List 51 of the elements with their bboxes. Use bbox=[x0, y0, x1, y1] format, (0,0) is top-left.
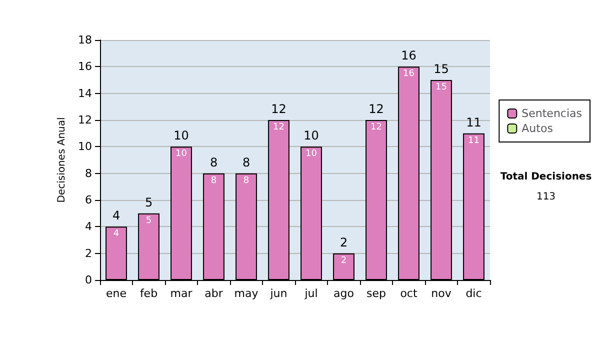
data-label: 10 bbox=[176, 149, 188, 160]
data-label: 11 bbox=[468, 136, 480, 146]
data-label: 5 bbox=[146, 216, 152, 226]
x-tick-label: jul bbox=[304, 287, 318, 300]
legend-label: Sentencias bbox=[522, 107, 582, 120]
total-label: 15 bbox=[434, 62, 449, 76]
data-label: 12 bbox=[273, 122, 284, 132]
total-label: 12 bbox=[271, 102, 286, 116]
y-tick-label: 14 bbox=[78, 86, 92, 100]
total-label: 2 bbox=[340, 235, 348, 250]
x-tick-label: nov bbox=[431, 287, 452, 300]
data-label: 8 bbox=[243, 176, 250, 186]
y-tick-label: 12 bbox=[78, 114, 92, 126]
legend-label: Autos bbox=[522, 122, 554, 135]
y-tick-label: 16 bbox=[78, 60, 92, 74]
x-tick-label: ago bbox=[334, 287, 354, 300]
total-label: 16 bbox=[401, 48, 416, 63]
x-tick-label: abr bbox=[204, 287, 224, 300]
y-tick-label: 18 bbox=[78, 34, 92, 46]
x-tick-label: may bbox=[234, 287, 259, 300]
data-label: 16 bbox=[403, 69, 415, 80]
y-tick-label: 0 bbox=[85, 274, 92, 286]
y-tick-label: 10 bbox=[78, 140, 92, 154]
x-tick-label: oct bbox=[400, 287, 418, 300]
y-tick-label: 4 bbox=[85, 220, 92, 234]
x-tick-label: feb bbox=[140, 287, 158, 300]
data-label: 8 bbox=[210, 176, 217, 186]
x-tick-label: mar bbox=[170, 287, 193, 300]
y-tick-label: 2 bbox=[85, 246, 92, 260]
total-label: 5 bbox=[144, 195, 153, 210]
data-label: 2 bbox=[340, 256, 347, 266]
x-tick-label: dic bbox=[466, 287, 482, 300]
text: 113 bbox=[536, 192, 556, 202]
total-label: 10 bbox=[174, 128, 189, 143]
total-label: 4 bbox=[112, 208, 120, 223]
data-label: 10 bbox=[306, 149, 318, 160]
y-axis-title: Decisiones Anual bbox=[56, 117, 68, 203]
data-label: 12 bbox=[370, 122, 382, 132]
total-label: 11 bbox=[466, 115, 482, 130]
total-label: 12 bbox=[368, 102, 384, 116]
text: Total Decisiones bbox=[500, 172, 592, 182]
total-label: 8 bbox=[210, 155, 218, 170]
data-label: 4 bbox=[113, 229, 120, 240]
x-tick-label: ene bbox=[106, 287, 127, 300]
y-tick-label: 6 bbox=[85, 194, 92, 206]
x-tick-label: sep bbox=[366, 287, 386, 300]
total-label: 10 bbox=[304, 128, 319, 143]
data-label: 15 bbox=[436, 82, 447, 92]
total-label: 8 bbox=[242, 155, 250, 170]
x-tick-label: jun bbox=[269, 287, 288, 300]
y-tick-label: 8 bbox=[85, 166, 92, 180]
